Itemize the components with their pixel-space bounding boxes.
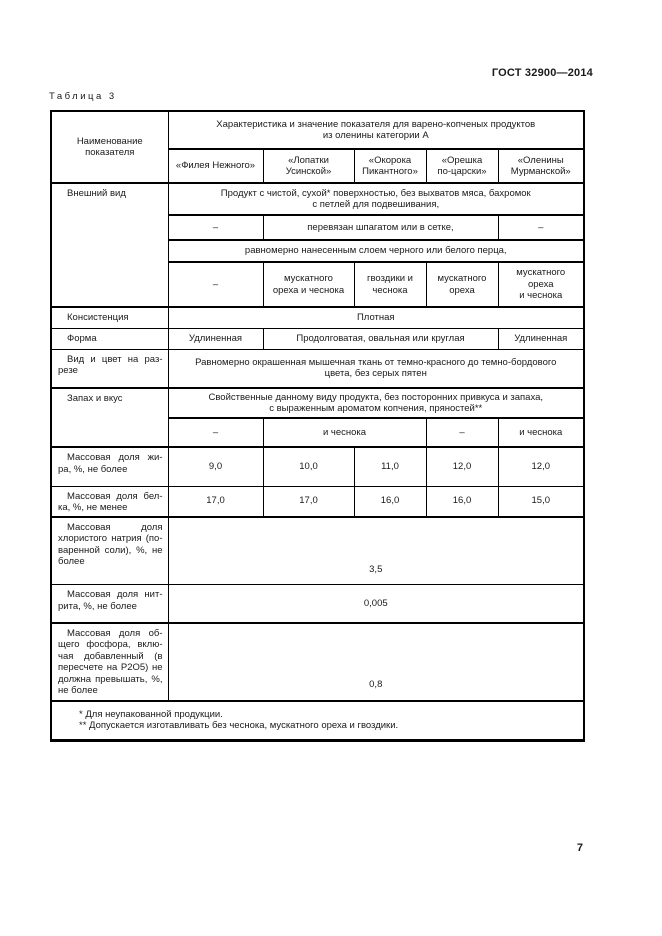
protein-value-3: 16,0 (425, 485, 499, 517)
cut-view-value-cell: Равномерно окрашенная мышечная ткань от … (167, 348, 585, 389)
label-protein: Массовая доля бел- ка, %, не менее (50, 485, 169, 517)
footnote-2: ** Допускается изготавливать без чеснока… (79, 720, 399, 731)
smell-sub-dash2-cell: – (425, 417, 499, 448)
product-col-oreshka: «Орешка по-царски» (425, 148, 499, 184)
label-appearance: Внешний вид (50, 182, 169, 308)
smell-sub-garlic1-cell: и чеснока (262, 417, 427, 448)
product-col-oleniny: «Оленины Мурманской» (497, 148, 585, 184)
tie-dash-left-cell: – (167, 214, 264, 241)
label-consistency: Консистенция (50, 306, 169, 329)
protein-value-4: 15,0 (497, 485, 585, 517)
form-middle-cell: Продолговатая, овальная или круглая (262, 327, 499, 350)
label-phosphorus: Массовая доля об- щего фосфора, вклю- ча… (50, 621, 169, 701)
footnote-1: * Для неупакованной продукции. (79, 708, 223, 720)
protein-value-1: 17,0 (262, 485, 355, 517)
row-consistency: Консистенция Плотная (50, 306, 585, 329)
doc-code: ГОСТ 32900—2014 (491, 67, 593, 79)
label-nitrite: Массовая доля нит- рита, %, не более (50, 584, 169, 623)
spice-cell-lopatki: мускатного ореха и чеснока (262, 261, 355, 308)
phosphorus-value-cell: 0,8 (167, 621, 585, 701)
consistency-value-cell: Плотная (167, 306, 585, 329)
page-number: 7 (576, 842, 583, 854)
header-row-1: Наименование показателя Характеристика и… (50, 110, 585, 184)
smell-sub-dash1-cell: – (167, 417, 264, 448)
row-appearance-spices: – мускатного ореха и чеснока гвоздики и … (51, 261, 585, 308)
row-cut-view: Вид и цвет на раз- резе Равномерно окраш… (50, 348, 585, 389)
header-cell-group-title: Характеристика и значение показателя для… (167, 110, 585, 150)
label-salt: Массовая доля хлористого натрия (по- вар… (50, 515, 169, 585)
form-left-cell: Удлиненная (167, 327, 264, 350)
row-appearance-surface: Внешний вид Продукт с чистой, сухой* пов… (50, 182, 585, 308)
row-smell-main: Запах и вкус Свойственные данному виду п… (50, 387, 585, 448)
protein-value-0: 17,0 (167, 485, 264, 517)
spice-cell-oleniny: мускатного ореха и чеснока (497, 261, 585, 308)
label-form: Форма (50, 327, 169, 350)
fat-value-4: 12,0 (497, 446, 585, 487)
coating-text-cell: равномерно нанесенным слоем черного или … (167, 239, 585, 263)
fat-value-1: 10,0 (262, 446, 355, 487)
tie-text-cell: перевязан шпагатом или в сетке, (262, 214, 499, 241)
row-salt: Массовая доля хлористого натрия (по- вар… (50, 515, 585, 585)
nitrite-value-cell: 0,005 (167, 584, 585, 623)
fat-value-0: 9,0 (167, 446, 264, 487)
product-col-lopatki: «Лопатки Усинской» (262, 148, 355, 184)
product-col-okoroka: «Окорока Пикантного» (353, 148, 427, 184)
row-form: Форма Удлиненная Продолговатая, овальная… (50, 327, 585, 350)
label-fat: Массовая доля жи- ра, %, не более (50, 446, 169, 487)
row-footnotes: * Для неупакованной продукции. ** Допуск… (50, 699, 585, 741)
row-phosphorus: Массовая доля об- щего фосфора, вклю- ча… (50, 621, 585, 701)
row-protein: Массовая доля бел- ка, %, не менее 17,0 … (50, 485, 585, 517)
row-nitrite: Массовая доля нит- рита, %, не более 0,0… (50, 584, 585, 623)
spice-cell-oreshka: мускатного ореха (425, 261, 499, 308)
group-title-line1: Характеристика и значение показателя для… (216, 118, 536, 130)
product-col-fileya: «Филея Нежного» (167, 148, 264, 184)
spice-cell-okoroka: гвоздики и чеснока (353, 261, 427, 308)
appearance-surface-cell: Продукт с чистой, сухой* поверхностью, б… (167, 182, 585, 216)
header-name-line1: Наименование (76, 135, 143, 147)
header-row-products: «Филея Нежного» «Лопатки Усинской» «Окор… (51, 148, 585, 184)
group-title-line2: из оленины категории А (322, 130, 429, 141)
table-caption: Таблица 3 (49, 91, 117, 102)
tie-dash-right-cell: – (497, 214, 585, 241)
form-right-cell: Удлиненная (497, 327, 585, 350)
fat-value-2: 11,0 (353, 446, 427, 487)
header-name-line2: показателя (85, 147, 135, 158)
fat-value-3: 12,0 (425, 446, 499, 487)
smell-value-cell: Свойственные данному виду продукта, без … (167, 387, 585, 419)
spice-cell-fileya: – (167, 261, 264, 308)
gost-table-3: Наименование показателя Характеристика и… (50, 110, 586, 742)
smell-sub-garlic2-cell: и чеснока (497, 417, 585, 448)
salt-value-cell: 3,5 (167, 515, 585, 585)
label-smell: Запах и вкус (50, 387, 169, 448)
header-cell-indicator-name: Наименование показателя (50, 110, 169, 184)
row-fat: Массовая доля жи- ра, %, не более 9,0 10… (50, 446, 585, 487)
footnotes-cell: * Для неупакованной продукции. ** Допуск… (50, 699, 585, 741)
protein-value-2: 16,0 (353, 485, 427, 517)
label-cut-view: Вид и цвет на раз- резе (50, 348, 169, 389)
